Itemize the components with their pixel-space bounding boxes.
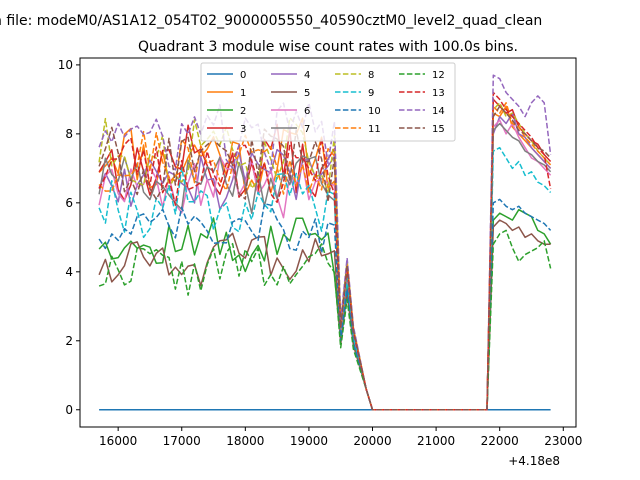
- legend-label-0: 0: [240, 70, 246, 81]
- y-tick-label: 8: [65, 127, 73, 141]
- x-tick-label: 22000: [481, 434, 519, 448]
- legend-label-9: 9: [368, 88, 374, 99]
- legend-label-13: 13: [432, 88, 445, 99]
- series-line-15: [98, 105, 552, 411]
- legend-label-8: 8: [368, 70, 374, 81]
- x-tick-label: 21000: [417, 434, 455, 448]
- figure-suptitle: n file: modeM0/AS1A12_054T02_9000005550_…: [0, 13, 542, 29]
- y-tick-label: 0: [65, 403, 73, 417]
- x-tick-label: 18000: [226, 434, 264, 448]
- x-tick-label: 23000: [544, 434, 582, 448]
- y-tick-label: 10: [58, 58, 73, 72]
- legend-label-2: 2: [240, 106, 246, 117]
- legend-label-12: 12: [432, 70, 445, 81]
- chart-title: Quadrant 3 module wise count rates with …: [138, 39, 518, 55]
- x-tick-label: 19000: [290, 434, 328, 448]
- legend-label-1: 1: [240, 88, 246, 99]
- y-tick-label: 2: [65, 334, 73, 348]
- plot-lines: [98, 74, 552, 411]
- x-tick-label: 20000: [353, 434, 391, 448]
- x-axis: 16000 17000 18000 19000 20000 21000 22000 23000: [99, 427, 582, 448]
- x-offset-label: +4.18e8: [508, 454, 560, 468]
- legend-box: [200, 62, 456, 142]
- legend-label-6: 6: [304, 106, 310, 117]
- series-line-12: [98, 229, 552, 411]
- legend-label-10: 10: [368, 106, 381, 117]
- legend-label-5: 5: [304, 88, 310, 99]
- legend-label-3: 3: [240, 124, 246, 135]
- x-tick-label: 16000: [99, 434, 137, 448]
- legend-label-11: 11: [368, 124, 381, 135]
- legend-label-7: 7: [304, 124, 310, 135]
- y-tick-label: 4: [65, 265, 73, 279]
- series-line-10: [98, 198, 552, 411]
- plot-frame: [79, 57, 577, 428]
- y-axis: 0 2 4 6 8 10: [58, 58, 80, 417]
- series-line-13: [98, 91, 552, 411]
- y-tick-label: 6: [65, 196, 73, 210]
- x-tick-label: 17000: [163, 434, 201, 448]
- legend-label-4: 4: [304, 70, 310, 81]
- legend-label-14: 14: [432, 106, 445, 117]
- legend-label-15: 15: [432, 124, 445, 135]
